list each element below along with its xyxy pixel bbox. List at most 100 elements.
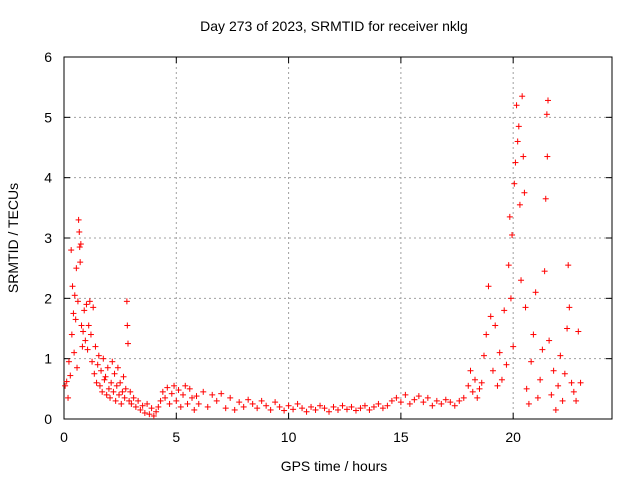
data-point [121,394,128,401]
data-point [290,406,297,413]
data-point [335,406,341,413]
data-point [361,402,368,409]
y-tick-label: 6 [44,49,52,65]
x-tick-label: 5 [172,429,180,445]
data-point [485,283,492,290]
data-point [411,396,418,403]
data-point [312,406,319,413]
data-point [236,399,243,406]
data-point [98,367,105,374]
data-point [177,403,184,410]
data-point [541,268,548,275]
data-point [375,400,382,407]
data-point [122,385,129,392]
data-point [442,396,449,403]
data-point [80,328,87,335]
data-point [171,382,178,389]
data-point [566,304,573,311]
data-point [107,394,114,401]
data-point [78,322,85,329]
x-tick-label: 20 [505,429,521,445]
data-point [74,364,81,371]
data-point [438,400,445,407]
data-point [204,403,211,410]
data-point [146,411,153,418]
data-point [112,397,119,404]
data-point [326,408,333,415]
y-tick-label: 0 [44,411,52,427]
data-point [476,385,483,392]
data-point [456,397,463,404]
data-point [96,382,103,389]
data-point [141,409,148,416]
data-point [397,399,404,406]
data-point [568,379,575,386]
data-point [415,393,422,400]
data-point [343,406,350,413]
data-point [76,244,83,251]
data-point [577,379,584,386]
data-point [102,373,109,380]
data-point [83,301,90,308]
data-point [186,385,193,392]
data-point [370,403,377,410]
data-point [159,388,166,395]
data-point [546,337,553,344]
data-point [120,373,127,380]
data-point [87,331,94,338]
data-point [530,331,537,338]
data-point [511,180,518,187]
data-point [542,195,549,202]
data-point [521,189,528,196]
data-point [150,412,157,419]
data-point [99,388,106,395]
data-point [73,265,80,272]
data-point [501,307,508,314]
data-point [537,376,544,383]
data-point [93,379,100,386]
data-point [429,402,436,409]
data-point [424,394,431,401]
data-point [166,400,173,407]
data-point [68,247,75,254]
data-point [557,352,564,359]
data-point [544,97,551,104]
data-point [469,388,476,395]
data-point [384,402,391,409]
data-point [281,407,288,414]
data-point [513,102,520,109]
data-point [82,337,89,344]
data-point [534,394,541,401]
data-point [573,397,580,404]
data-point [366,406,373,413]
data-point [162,394,169,401]
data-point [213,397,220,404]
data-point [550,367,557,374]
data-point [254,405,261,412]
data-point [70,310,77,317]
data-point [200,388,207,395]
data-point [263,402,270,409]
data-point [487,313,494,320]
data-point [379,405,386,412]
data-point [144,400,151,407]
data-point [114,364,121,371]
data-point [85,322,92,329]
data-point [447,399,454,406]
data-point [67,372,74,379]
data-point [94,361,101,368]
data-point [65,394,72,401]
data-point [528,358,535,365]
data-point [132,403,139,410]
data-point [175,387,182,394]
data-point [303,408,310,415]
data-point [117,379,124,386]
data-point [91,370,98,377]
data-point [69,283,76,290]
data-point [245,396,252,403]
y-tick-label: 1 [44,351,52,367]
data-point [76,228,83,235]
data-point [63,378,70,385]
data-point [124,322,131,329]
data-point [127,388,134,395]
